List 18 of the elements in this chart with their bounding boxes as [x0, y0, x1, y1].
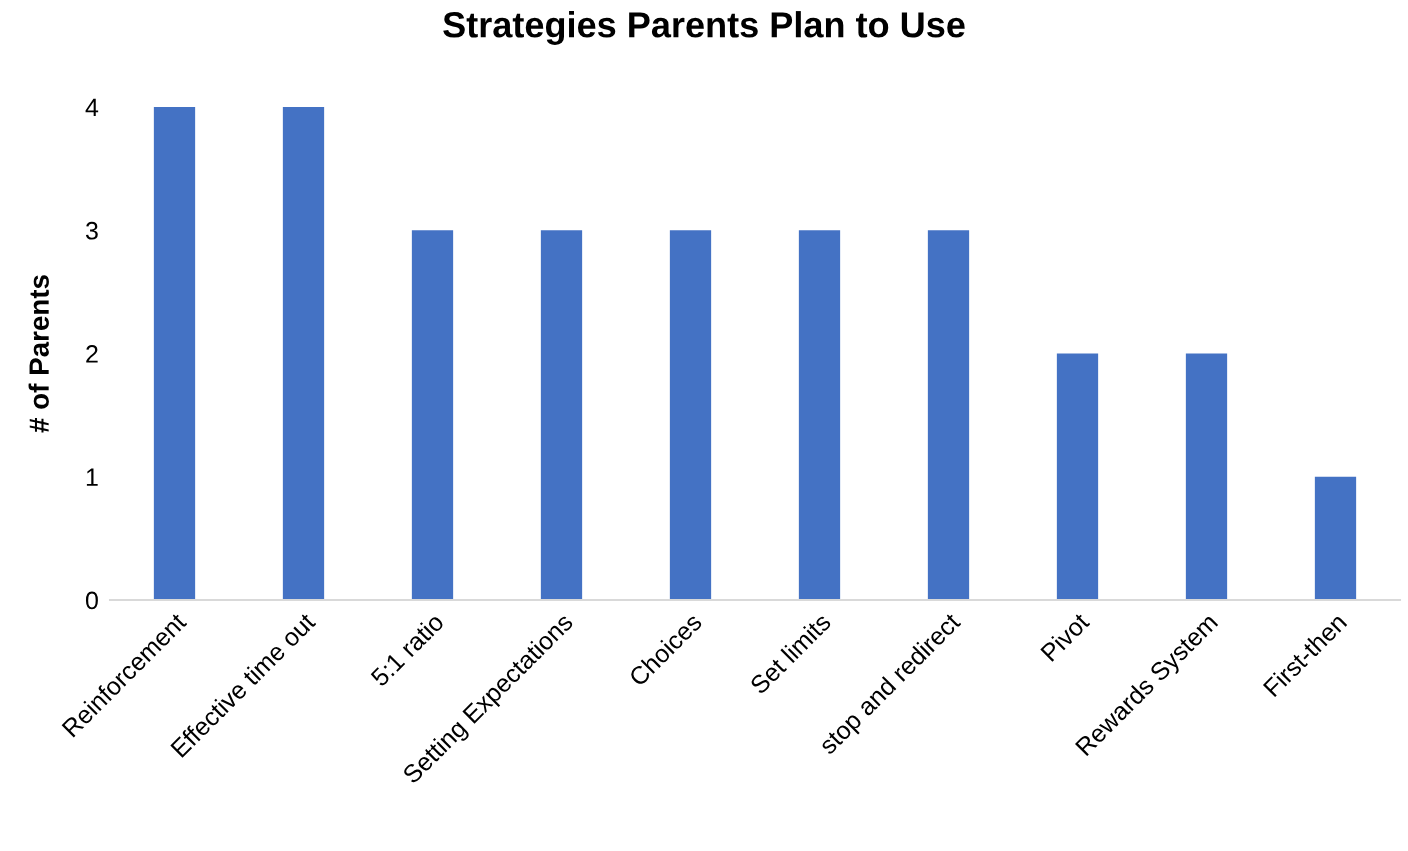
y-tick-label: 1	[86, 468, 98, 486]
x-tick-label: 5:1 ratio	[369, 611, 445, 688]
y-tick-label: 3	[85, 221, 98, 240]
bar	[1185, 353, 1228, 600]
bar	[669, 230, 712, 600]
y-tick-label: 4	[85, 98, 99, 117]
bar	[282, 107, 325, 600]
bar	[1314, 476, 1357, 600]
bar	[153, 107, 196, 600]
y-axis-title: # of Parents	[28, 275, 49, 433]
bar	[798, 230, 841, 600]
y-tick-label: 2	[86, 345, 98, 363]
y-tick-label: 0	[85, 591, 98, 610]
bar	[540, 230, 583, 600]
bar	[1056, 353, 1099, 600]
chart-title: Strategies Parents Plan to Use	[443, 11, 965, 45]
bar	[927, 230, 970, 600]
bar	[411, 230, 454, 600]
